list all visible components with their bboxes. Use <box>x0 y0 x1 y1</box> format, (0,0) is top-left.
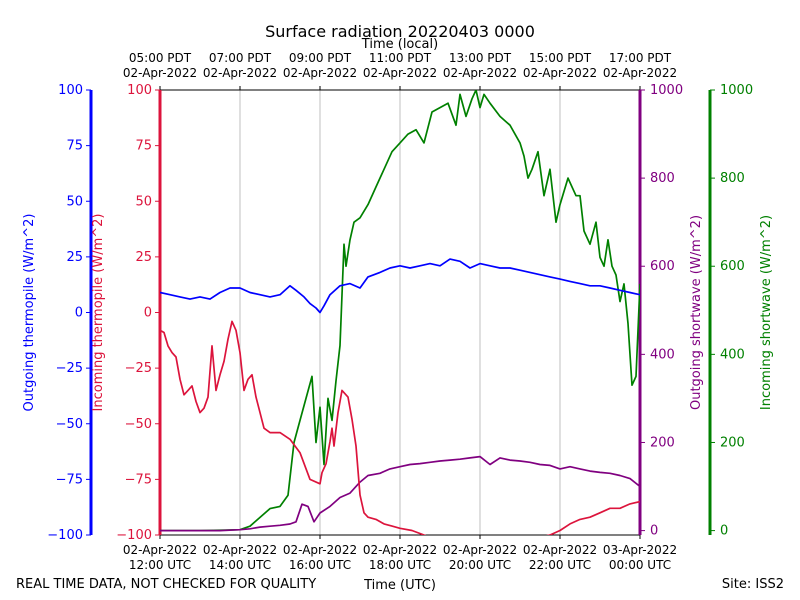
y-axis-label-in_sw: Incoming shortwave (W/m^2) <box>759 215 774 410</box>
x-tick-label-date: 02-Apr-2022 <box>283 543 357 557</box>
x-tick-label-date: 02-Apr-2022 <box>523 543 597 557</box>
top-tick-label-time: 05:00 PDT <box>129 51 192 65</box>
y-tick-label: −50 <box>56 417 83 432</box>
y-tick-label: 200 <box>650 435 675 450</box>
x-tick-label-date: 02-Apr-2022 <box>363 543 437 557</box>
y-tick-label: 0 <box>144 306 152 321</box>
y-tick-label: 0 <box>650 524 658 539</box>
y-tick-label: 100 <box>58 83 83 98</box>
y-tick-label: 75 <box>66 139 83 154</box>
y-tick-label: −100 <box>116 528 152 543</box>
x-tick-label-time: 22:00 UTC <box>529 558 591 572</box>
y-tick-label: 400 <box>650 347 675 362</box>
x-axis-label: Time (UTC) <box>363 578 436 593</box>
x-tick-label-time: 16:00 UTC <box>289 558 351 572</box>
top-tick-label-time: 17:00 PDT <box>609 51 672 65</box>
y-tick-label: −25 <box>125 361 152 376</box>
top-axis-label: Time (local) <box>361 37 438 52</box>
footer-quality-note: REAL TIME DATA, NOT CHECKED FOR QUALITY <box>16 577 316 592</box>
footer-site: Site: ISS2 <box>722 577 784 592</box>
series-line-outgoing-thermopile <box>160 258 640 314</box>
y-tick-label: 400 <box>720 347 745 362</box>
y-tick-label: 100 <box>127 83 152 98</box>
top-tick-label-date: 02-Apr-2022 <box>203 66 277 80</box>
top-tick-label-time: 09:00 PDT <box>289 51 352 65</box>
top-tick-label-time: 07:00 PDT <box>209 51 272 65</box>
y-tick-label: 800 <box>720 171 745 186</box>
x-tick-label-time: 14:00 UTC <box>209 558 271 572</box>
y-tick-label: 0 <box>720 524 728 539</box>
y-tick-label: 200 <box>720 435 745 450</box>
series-line-incoming-thermopile <box>160 320 640 535</box>
chart-title: Surface radiation 20220403 0000 <box>265 22 535 41</box>
x-tick-label-date: 02-Apr-2022 <box>123 543 197 557</box>
x-tick-label-time: 20:00 UTC <box>449 558 511 572</box>
y-tick-label: −75 <box>125 472 152 487</box>
y-tick-label: 0 <box>75 306 83 321</box>
series-line-outgoing-shortwave <box>160 455 640 532</box>
top-tick-label-time: 11:00 PDT <box>369 51 432 65</box>
top-tick-label-date: 02-Apr-2022 <box>363 66 437 80</box>
y-axis-label-out_thermo: Outgoing thermopile (W/m^2) <box>22 214 37 412</box>
top-tick-label-time: 15:00 PDT <box>529 51 592 65</box>
top-tick-label-date: 02-Apr-2022 <box>283 66 357 80</box>
y-tick-label: −100 <box>47 528 83 543</box>
x-tick-label-date: 03-Apr-2022 <box>603 543 677 557</box>
y-tick-label: 800 <box>650 171 675 186</box>
top-tick-label-date: 02-Apr-2022 <box>603 66 677 80</box>
x-tick-label-time: 12:00 UTC <box>129 558 191 572</box>
y-tick-label: 50 <box>66 194 83 209</box>
y-tick-label: −50 <box>125 417 152 432</box>
y-tick-label: 75 <box>135 139 152 154</box>
y-tick-label: 1000 <box>650 83 683 98</box>
y-tick-label: 25 <box>66 250 83 265</box>
x-tick-label-date: 02-Apr-2022 <box>443 543 517 557</box>
y-axis-label-out_sw: Outgoing shortwave (W/m^2) <box>689 215 704 410</box>
y-tick-label: −25 <box>56 361 83 376</box>
x-tick-label-time: 00:00 UTC <box>609 558 671 572</box>
x-tick-label-date: 02-Apr-2022 <box>203 543 277 557</box>
y-tick-label: 600 <box>650 259 675 274</box>
y-tick-label: 600 <box>720 259 745 274</box>
y-axis-label-in_thermo: Incoming thermopile (W/m^2) <box>91 214 106 412</box>
y-tick-label: −75 <box>56 472 83 487</box>
top-tick-label-date: 02-Apr-2022 <box>523 66 597 80</box>
top-tick-label-date: 02-Apr-2022 <box>443 66 517 80</box>
top-tick-label-time: 13:00 PDT <box>449 51 512 65</box>
top-tick-label-date: 02-Apr-2022 <box>123 66 197 80</box>
x-tick-label-time: 18:00 UTC <box>369 558 431 572</box>
y-tick-label: 25 <box>135 250 152 265</box>
series-line-incoming-shortwave <box>160 90 640 532</box>
y-tick-label: 1000 <box>720 83 753 98</box>
y-tick-label: 50 <box>135 194 152 209</box>
